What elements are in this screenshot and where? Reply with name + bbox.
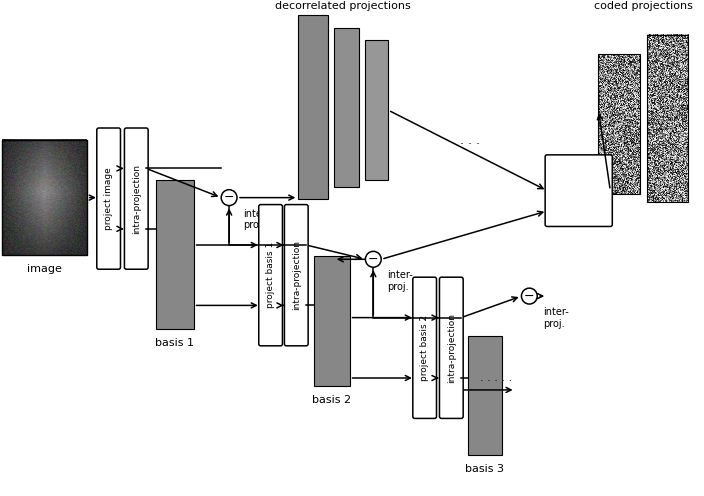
Text: −: − <box>524 290 534 303</box>
Text: decorrelated projections: decorrelated projections <box>275 0 411 11</box>
Circle shape <box>522 288 537 304</box>
Text: . . . . .: . . . . . <box>479 373 512 383</box>
Text: image: image <box>27 264 62 274</box>
Bar <box>314 256 350 385</box>
Text: inter-
proj.: inter- proj. <box>243 209 269 230</box>
Text: intra-projection: intra-projection <box>291 240 301 310</box>
Text: basis 3: basis 3 <box>465 464 504 474</box>
Bar <box>598 55 640 193</box>
Circle shape <box>221 189 237 205</box>
Text: intra-projection: intra-projection <box>132 164 141 234</box>
Text: inter-
proj.: inter- proj. <box>543 307 569 329</box>
Text: project image: project image <box>104 167 113 230</box>
FancyBboxPatch shape <box>439 277 463 419</box>
Bar <box>298 14 328 198</box>
Text: basis 1: basis 1 <box>156 338 194 348</box>
FancyBboxPatch shape <box>96 128 120 269</box>
Bar <box>2 140 87 255</box>
Text: . . .: . . . <box>460 134 479 147</box>
Text: −: − <box>224 191 234 204</box>
Text: intra-projection: intra-projection <box>447 313 455 383</box>
Text: project basis 1: project basis 1 <box>266 242 275 309</box>
FancyBboxPatch shape <box>259 204 282 346</box>
Bar <box>468 336 502 455</box>
Text: inter-
proj.: inter- proj. <box>387 270 413 292</box>
Text: project basis 2: project basis 2 <box>420 315 429 381</box>
Bar <box>365 41 388 180</box>
FancyBboxPatch shape <box>125 128 148 269</box>
Bar <box>647 35 689 201</box>
FancyBboxPatch shape <box>413 277 436 419</box>
Bar <box>156 180 194 329</box>
Text: −: − <box>368 253 379 266</box>
Text: entropy code
and store: entropy code and store <box>546 180 611 201</box>
FancyBboxPatch shape <box>545 155 612 227</box>
Text: basis 2: basis 2 <box>313 394 351 405</box>
Text: coded projections: coded projections <box>594 0 693 11</box>
Bar <box>334 28 360 186</box>
FancyBboxPatch shape <box>284 204 308 346</box>
Circle shape <box>365 251 381 267</box>
